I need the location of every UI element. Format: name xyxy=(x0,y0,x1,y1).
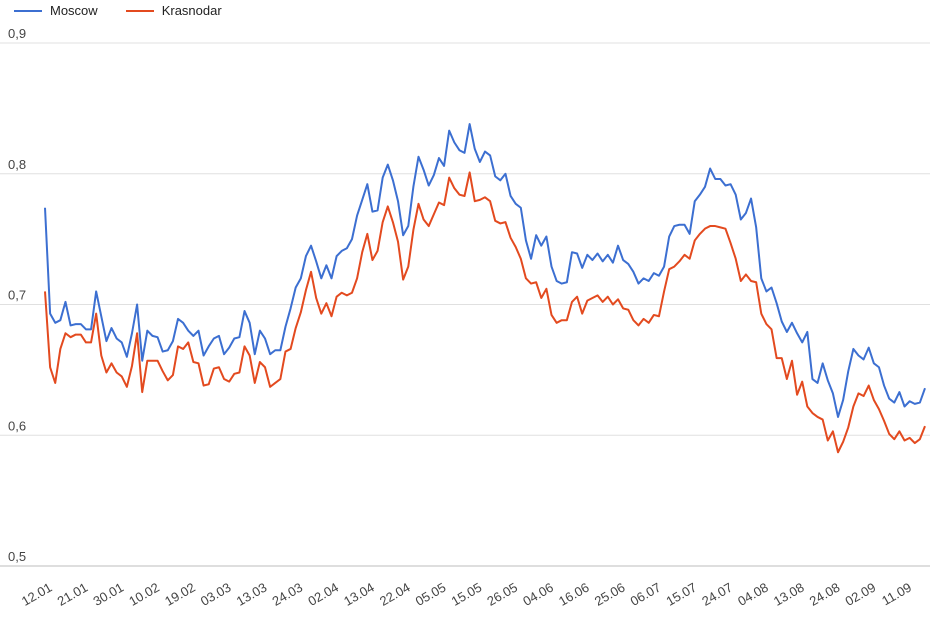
x-tick-label: 24.03 xyxy=(270,580,306,609)
legend-item-krasnodar[interactable]: Krasnodar xyxy=(125,3,222,18)
x-tick-label: 10.02 xyxy=(126,580,162,609)
series-line-moscow[interactable] xyxy=(44,123,926,418)
x-tick-label: 03.03 xyxy=(198,580,234,609)
x-axis-ticks: 12.01 21.01 30.01 10.02 19.02 03.03 13.03 24.03… xyxy=(19,580,914,609)
x-tick-label: 13.03 xyxy=(234,580,270,609)
x-tick-label: 15.05 xyxy=(449,580,485,609)
y-tick-label: 0,7 xyxy=(8,288,26,303)
x-tick-label: 19.02 xyxy=(162,580,198,609)
x-tick-label: 30.01 xyxy=(90,580,126,609)
y-tick-label: 0,5 xyxy=(8,549,26,564)
x-tick-label: 24.07 xyxy=(699,580,735,609)
gridlines xyxy=(0,42,930,567)
x-tick-label: 05.05 xyxy=(413,580,449,609)
x-tick-label: 13.08 xyxy=(771,580,807,609)
legend-item-moscow[interactable]: Moscow xyxy=(14,3,98,18)
y-tick-label: 0,8 xyxy=(8,157,26,172)
x-tick-label: 02.04 xyxy=(305,580,341,609)
x-tick-label: 11.09 xyxy=(879,580,914,609)
x-tick-label: 16.06 xyxy=(556,580,592,609)
x-tick-label: 02.09 xyxy=(843,580,879,609)
x-tick-label: 06.07 xyxy=(628,580,664,609)
series-lines xyxy=(44,123,926,454)
x-tick-label: 22.04 xyxy=(377,580,413,609)
x-tick-label: 04.08 xyxy=(735,580,771,609)
x-tick-label: 04.06 xyxy=(520,580,556,609)
legend-swatch-krasnodar xyxy=(125,9,154,12)
x-tick-label: 25.06 xyxy=(592,580,628,609)
y-tick-label: 0,6 xyxy=(8,418,26,433)
chart-legend: Moscow Krasnodar xyxy=(14,3,222,18)
y-tick-label: 0,9 xyxy=(8,26,26,41)
y-axis-ticks: 0,9 0,8 0,7 0,6 0,5 xyxy=(8,26,26,564)
series-line-krasnodar[interactable] xyxy=(44,171,926,454)
x-tick-label: 24.08 xyxy=(807,580,843,609)
x-tick-label: 15.07 xyxy=(663,580,699,609)
x-tick-label: 21.01 xyxy=(55,580,91,609)
legend-label-moscow: Moscow xyxy=(50,3,98,18)
x-tick-label: 12.01 xyxy=(19,580,55,609)
legend-swatch-moscow xyxy=(14,9,42,12)
x-tick-label: 13.04 xyxy=(341,580,377,609)
legend-label-krasnodar: Krasnodar xyxy=(161,3,222,18)
x-tick-label: 26.05 xyxy=(484,580,520,609)
